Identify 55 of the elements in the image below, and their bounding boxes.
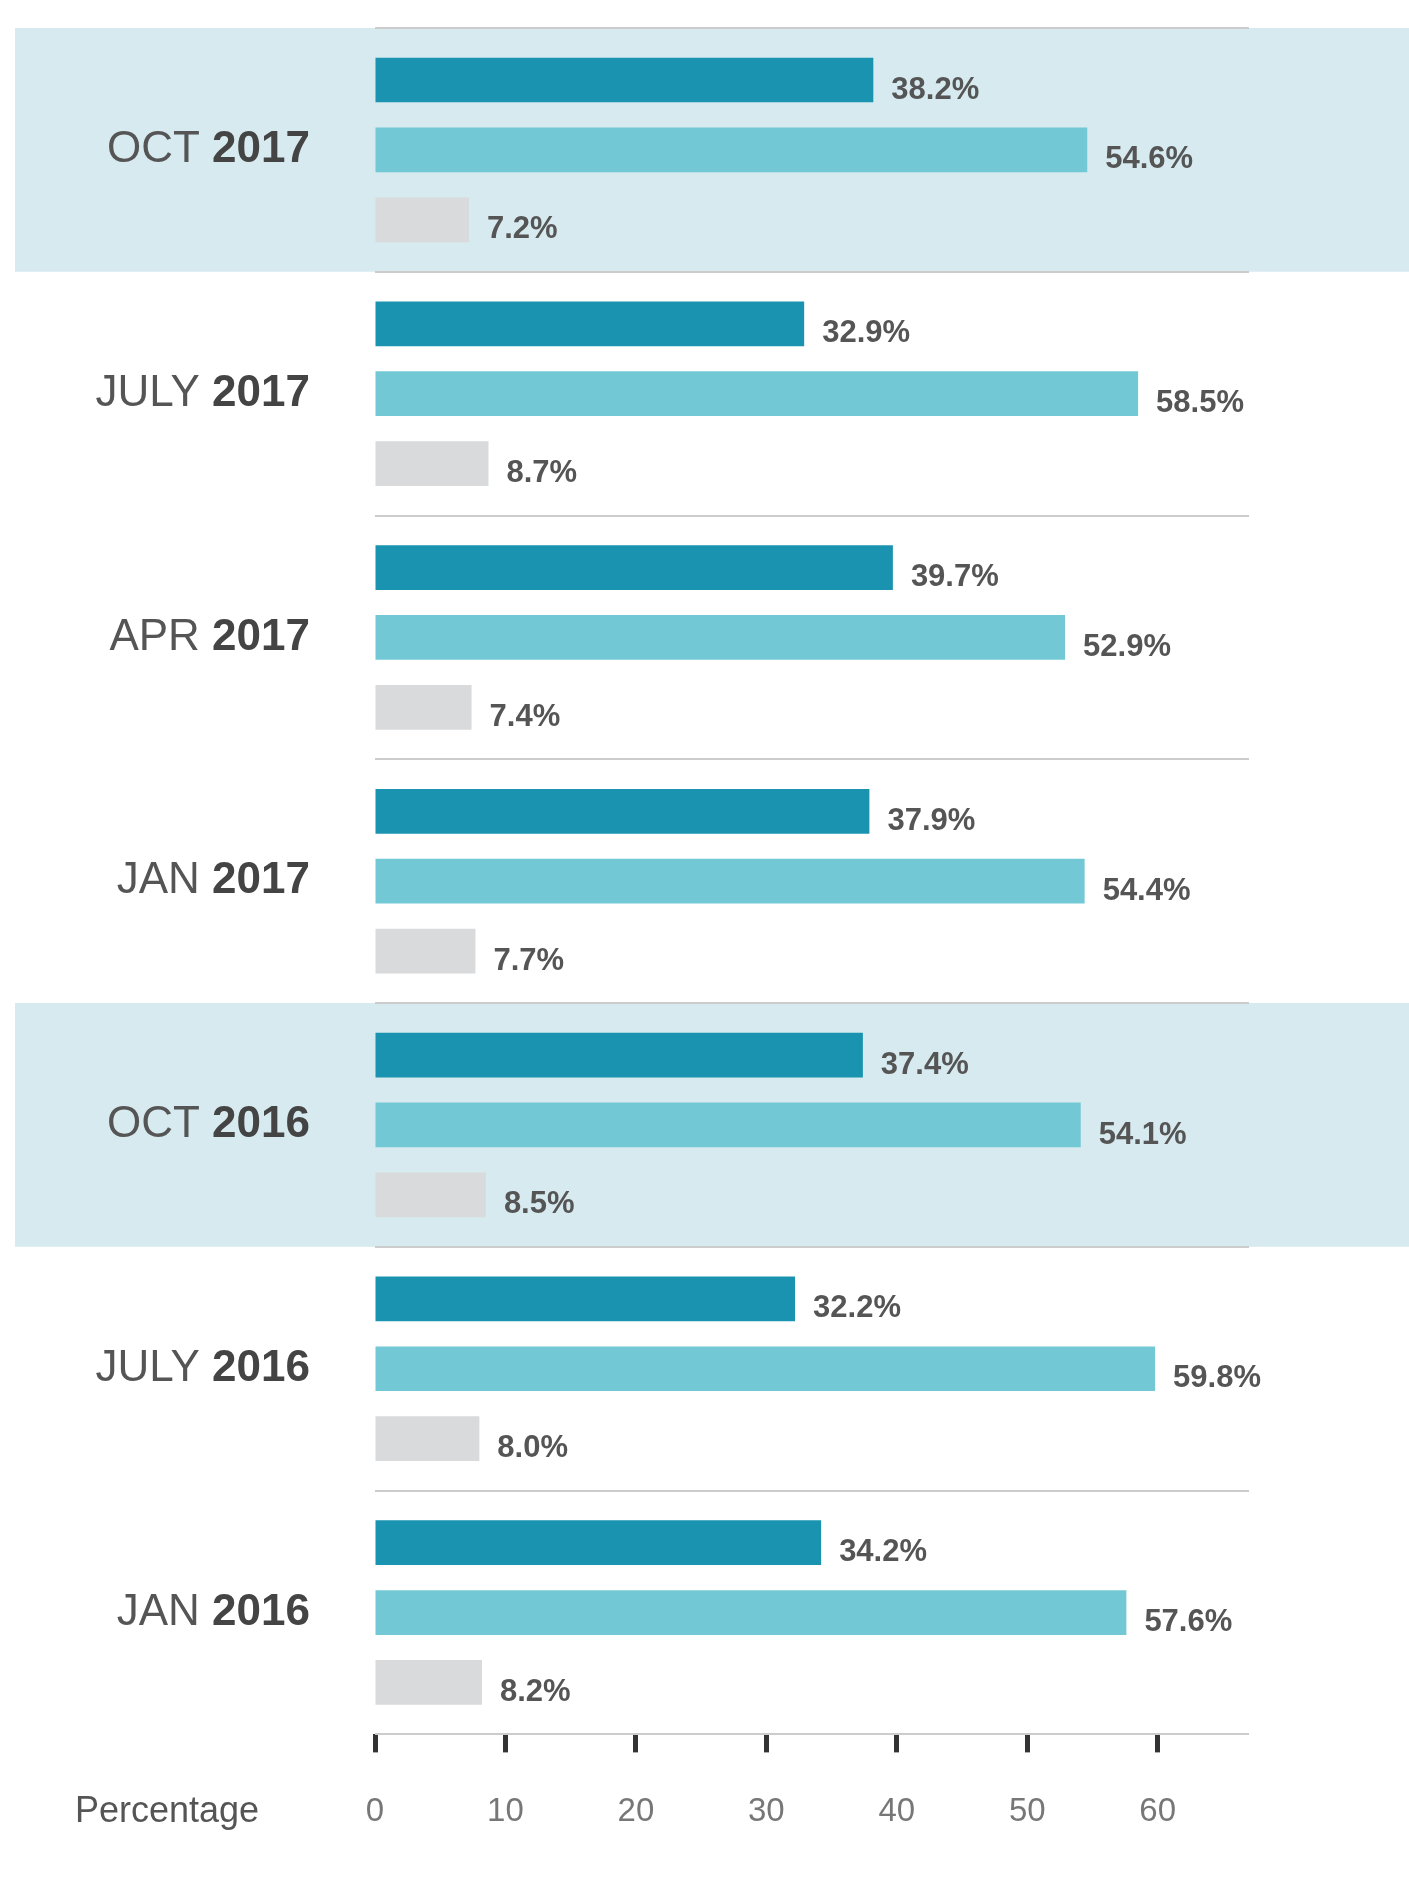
bar [375,1102,1081,1148]
y-tick-label: APR 2017 [109,609,311,659]
data-label: 32.9% [822,314,911,350]
data-label: 54.1% [1098,1115,1187,1151]
bar [375,1346,1156,1392]
data-label: 39.7% [910,558,999,594]
data-label: 37.9% [887,801,976,837]
data-label: 52.9% [1083,627,1171,663]
x-tick-label: 10 [487,1791,524,1829]
bar [375,441,489,486]
bar [375,301,805,347]
y-tick-label: JAN 2016 [116,1584,311,1634]
bar [375,928,476,974]
x-tick-label: 40 [878,1791,916,1829]
data-label: 57.6% [1144,1603,1233,1639]
bar [375,57,874,103]
y-tick-label: JULY 2017 [95,365,311,415]
data-label: 7.7% [493,941,565,977]
bar [375,1032,863,1078]
data-label: 37.4% [880,1045,969,1081]
bar [375,545,893,590]
y-tick-label: OCT 2016 [107,1097,311,1147]
bar [375,1416,480,1461]
y-tick-label: OCT 2017 [107,122,311,172]
data-label: 8.2% [499,1672,571,1708]
bar [375,788,870,834]
x-tick-label: 60 [1139,1791,1177,1829]
bar [375,1276,796,1322]
data-label: 59.8% [1173,1359,1261,1395]
data-label: 58.5% [1156,384,1245,420]
data-label: 7.4% [489,697,561,733]
y-tick-label: JULY 2016 [95,1340,311,1390]
x-axis-title: Percentage [75,1789,260,1831]
bar [375,1520,822,1565]
x-tick-label: 50 [1008,1791,1046,1829]
bar [375,615,1066,660]
x-tick-label: 0 [365,1791,385,1829]
bar [375,371,1139,417]
data-label: 32.2% [813,1289,901,1325]
data-label: 38.2% [891,70,980,106]
bar [375,127,1088,173]
data-label: 34.2% [839,1533,928,1569]
y-tick-label: JAN 2017 [116,853,311,903]
bar [375,1660,482,1705]
bar [375,858,1085,904]
data-label: 8.0% [497,1429,569,1465]
data-label: 8.7% [506,454,578,490]
bar [375,1590,1127,1635]
data-label: 54.4% [1102,871,1191,907]
x-tick-label: 30 [747,1791,785,1829]
data-label: 8.5% [503,1185,575,1221]
bar [375,684,472,730]
data-label: 7.2% [486,210,558,246]
data-label: 54.6% [1105,140,1194,176]
x-tick-label: 20 [617,1791,655,1829]
